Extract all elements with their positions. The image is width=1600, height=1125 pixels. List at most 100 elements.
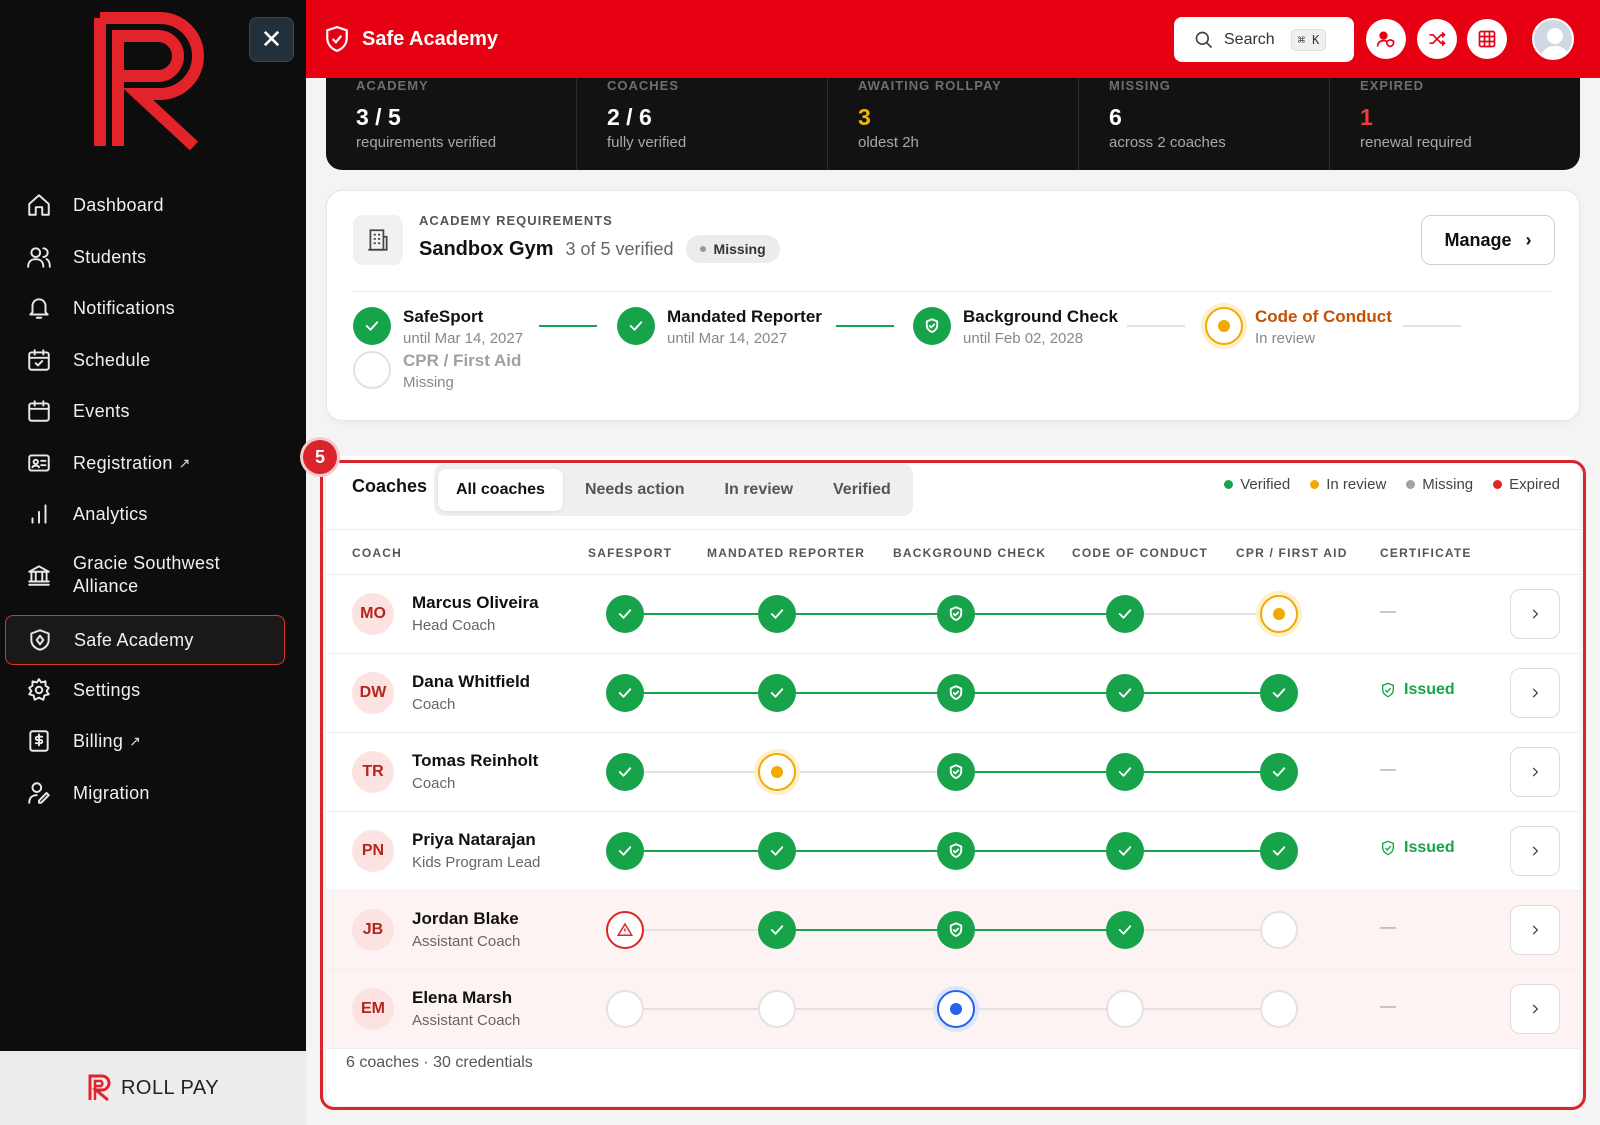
- credential-cell[interactable]: [606, 753, 644, 791]
- coach-name: Elena Marsh: [412, 988, 513, 1007]
- requirement-meta: until Mar 14, 2027: [667, 330, 788, 347]
- requirement-name: Background Check: [963, 307, 1118, 326]
- user-avatar[interactable]: [1532, 18, 1574, 60]
- in-review-icon: [1260, 595, 1298, 633]
- credential-cell[interactable]: [758, 911, 796, 949]
- open-coach-button[interactable]: [1510, 984, 1560, 1034]
- open-coach-button[interactable]: [1510, 826, 1560, 876]
- shuffle-button[interactable]: [1417, 19, 1457, 59]
- credential-cell[interactable]: [937, 595, 975, 633]
- credential-cell[interactable]: [1106, 595, 1144, 633]
- requirement-background-check[interactable]: Background Check until Feb 02, 2028: [913, 307, 1118, 347]
- coach-initials: PN: [352, 830, 394, 872]
- dollar-doc-icon: [25, 727, 53, 755]
- missing-circle-icon: [1260, 911, 1298, 949]
- grid-button[interactable]: [1467, 19, 1507, 59]
- id-card-icon: [25, 449, 53, 477]
- requirement-safesport[interactable]: SafeSport until Mar 14, 2027: [353, 307, 523, 347]
- credential-cell[interactable]: [937, 990, 975, 1028]
- open-coach-button[interactable]: [1510, 905, 1560, 955]
- credential-cell[interactable]: [1106, 674, 1144, 712]
- verified-check-icon: [606, 595, 644, 633]
- close-sidebar-button[interactable]: ✕: [249, 17, 294, 62]
- credential-cell[interactable]: [606, 911, 644, 949]
- sidebar-item-billing[interactable]: Billing ↗: [5, 726, 285, 756]
- sidebar-item-events[interactable]: Events: [5, 396, 285, 426]
- verified-check-icon: [758, 832, 796, 870]
- credential-cell[interactable]: [1106, 911, 1144, 949]
- certificate-empty: —: [1380, 919, 1396, 936]
- table-row[interactable]: DW Dana Whitfield Coach Issued: [326, 654, 1580, 733]
- table-row[interactable]: MO Marcus Oliveira Head Coach —: [326, 575, 1580, 654]
- credential-cell[interactable]: [937, 753, 975, 791]
- stat-label: ACADEMY: [356, 78, 429, 93]
- stat-sub: oldest 2h: [858, 134, 919, 151]
- verified-shield-icon: [937, 753, 975, 791]
- credential-cell[interactable]: [1106, 753, 1144, 791]
- credential-cell[interactable]: [1260, 753, 1298, 791]
- tab-verified[interactable]: Verified: [833, 481, 891, 498]
- requirement-mandated-reporter[interactable]: Mandated Reporter until Mar 14, 2027: [617, 307, 822, 347]
- certificate-empty: —: [1380, 603, 1396, 620]
- credential-cell[interactable]: [937, 911, 975, 949]
- table-row[interactable]: PN Priya Natarajan Kids Program Lead Issued: [326, 812, 1580, 891]
- credential-cell[interactable]: [1260, 911, 1298, 949]
- tab-all-coaches[interactable]: All coaches: [438, 469, 563, 511]
- stat-expired: EXPIRED 1 renewal required: [1330, 78, 1580, 170]
- sidebar-item-settings[interactable]: Settings: [5, 675, 285, 705]
- gear-icon: [25, 676, 53, 704]
- credential-cell[interactable]: [758, 832, 796, 870]
- sidebar-item-schedule[interactable]: Schedule: [5, 345, 285, 375]
- tab-needs-action[interactable]: Needs action: [584, 481, 685, 498]
- sidebar-item-gracie-southwest-alliance[interactable]: Gracie Southwest Alliance: [5, 550, 285, 600]
- credential-cell[interactable]: [1260, 832, 1298, 870]
- building-icon: [353, 215, 403, 265]
- manage-button[interactable]: Manage ›: [1421, 215, 1555, 265]
- stats-bar: ACADEMY 3 / 5 requirements verified COAC…: [326, 78, 1580, 170]
- credential-cell[interactable]: [758, 990, 796, 1028]
- sidebar-item-migration[interactable]: Migration: [5, 778, 285, 808]
- credential-cell[interactable]: [758, 674, 796, 712]
- credential-cell[interactable]: [937, 832, 975, 870]
- requirement-code-of-conduct[interactable]: Code of Conduct In review: [1205, 307, 1392, 347]
- sidebar-item-dashboard[interactable]: Dashboard: [5, 190, 285, 220]
- sidebar-item-label: Migration: [73, 782, 150, 803]
- open-coach-button[interactable]: [1510, 589, 1560, 639]
- requirement-cpr-first-aid[interactable]: CPR / First Aid Missing: [353, 351, 521, 391]
- credential-cell[interactable]: [937, 674, 975, 712]
- sidebar-footer: ROLL PAY: [0, 1051, 306, 1125]
- progress-connector: [625, 1008, 777, 1010]
- credential-cell[interactable]: [1106, 832, 1144, 870]
- verified-check-icon: [758, 595, 796, 633]
- sidebar-item-analytics[interactable]: Analytics: [5, 499, 285, 529]
- progress-connector: [625, 692, 777, 694]
- sidebar-item-notifications[interactable]: Notifications: [5, 293, 285, 323]
- tab-in-review[interactable]: In review: [724, 481, 794, 498]
- table-row[interactable]: TR Tomas Reinholt Coach —: [326, 733, 1580, 812]
- open-coach-button[interactable]: [1510, 668, 1560, 718]
- credential-cell[interactable]: [606, 832, 644, 870]
- coach-initials: TR: [352, 751, 394, 793]
- credential-cell[interactable]: [1106, 990, 1144, 1028]
- table-row[interactable]: JB Jordan Blake Assistant Coach —: [326, 891, 1580, 970]
- legend-verified: Verified: [1224, 476, 1290, 493]
- credential-cell[interactable]: [1260, 595, 1298, 633]
- status-badge: Missing: [685, 235, 780, 263]
- credential-cell[interactable]: [1260, 990, 1298, 1028]
- credential-cell[interactable]: [606, 990, 644, 1028]
- sidebar-item-registration[interactable]: Registration ↗: [5, 448, 285, 478]
- credential-cell[interactable]: [758, 595, 796, 633]
- progress-connector: [625, 771, 777, 773]
- table-row[interactable]: EM Elena Marsh Assistant Coach —: [326, 970, 1580, 1049]
- user-shield-button[interactable]: [1366, 19, 1406, 59]
- users-icon: [25, 243, 53, 271]
- search-button[interactable]: Search ⌘ K: [1174, 17, 1354, 62]
- credential-cell[interactable]: [606, 595, 644, 633]
- open-coach-button[interactable]: [1510, 747, 1560, 797]
- coach-name: Dana Whitfield: [412, 672, 531, 691]
- credential-cell[interactable]: [758, 753, 796, 791]
- credential-cell[interactable]: [606, 674, 644, 712]
- sidebar-item-students[interactable]: Students: [5, 242, 285, 272]
- credential-cell[interactable]: [1260, 674, 1298, 712]
- sidebar-item-safe-academy[interactable]: Safe Academy: [5, 615, 285, 665]
